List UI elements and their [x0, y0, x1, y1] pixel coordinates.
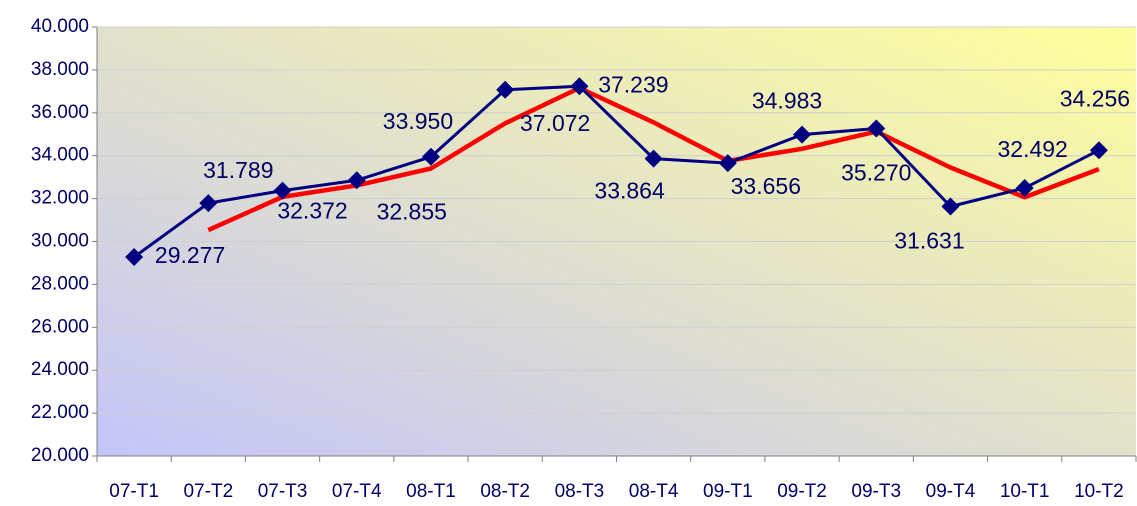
data-label: 37.072 — [520, 110, 590, 136]
marker — [793, 125, 812, 144]
data-label: 35.270 — [841, 160, 911, 186]
data-label: 32.855 — [377, 198, 447, 224]
data-label: 29.277 — [155, 242, 225, 268]
x-tick-label: 09-T3 — [851, 481, 901, 502]
data-label: 32.372 — [277, 198, 347, 224]
marker — [570, 77, 589, 96]
x-tick-label: 08-T3 — [555, 481, 605, 502]
y-tick-label: 40.000 — [31, 16, 89, 37]
marker — [941, 197, 960, 216]
marker — [421, 147, 440, 166]
series-line — [133, 84, 1100, 259]
x-tick-label: 08-T1 — [406, 481, 456, 502]
marker — [199, 194, 218, 213]
x-tick-label: 08-T2 — [480, 481, 530, 502]
y-tick-label: 36.000 — [31, 102, 89, 123]
data-label: 33.864 — [594, 178, 665, 204]
data-label: 31.631 — [894, 228, 964, 254]
data-label: 33.656 — [731, 173, 801, 199]
data-label: 31.789 — [203, 157, 273, 183]
marker — [273, 181, 292, 200]
marker — [718, 154, 737, 173]
y-tick-label: 32.000 — [31, 188, 89, 209]
marker — [644, 149, 663, 168]
x-tick-label: 07-T3 — [258, 481, 308, 502]
x-tick-label: 10-T2 — [1074, 481, 1124, 502]
x-tick-label: 07-T1 — [109, 481, 159, 502]
y-tick-label: 22.000 — [31, 402, 89, 423]
data-label: 34.256 — [1060, 85, 1130, 111]
marker — [1015, 179, 1034, 198]
data-label: 33.950 — [383, 108, 453, 134]
x-tick-label: 09-T4 — [926, 481, 976, 502]
y-tick-label: 24.000 — [31, 359, 89, 380]
marker — [347, 171, 366, 190]
x-tick-label: 08-T4 — [629, 481, 679, 502]
data-label: 34.983 — [752, 88, 822, 114]
marker — [867, 119, 886, 138]
y-tick-label: 28.000 — [31, 273, 89, 294]
y-tick-label: 26.000 — [31, 316, 89, 337]
data-label: 32.492 — [997, 136, 1067, 162]
x-tick-label: 07-T2 — [184, 481, 234, 502]
x-tick-label: 07-T4 — [332, 481, 382, 502]
y-tick-label: 38.000 — [31, 59, 89, 80]
y-tick-label: 30.000 — [31, 231, 89, 252]
y-tick-label: 34.000 — [31, 145, 89, 166]
y-tick-label: 20.000 — [31, 445, 89, 466]
marker — [496, 80, 515, 99]
marker — [125, 248, 144, 267]
data-label: 37.239 — [598, 71, 668, 97]
x-tick-label: 09-T1 — [703, 481, 753, 502]
x-tick-label: 09-T2 — [777, 481, 827, 502]
marker — [1089, 141, 1108, 160]
x-tick-label: 10-T1 — [1000, 481, 1050, 502]
